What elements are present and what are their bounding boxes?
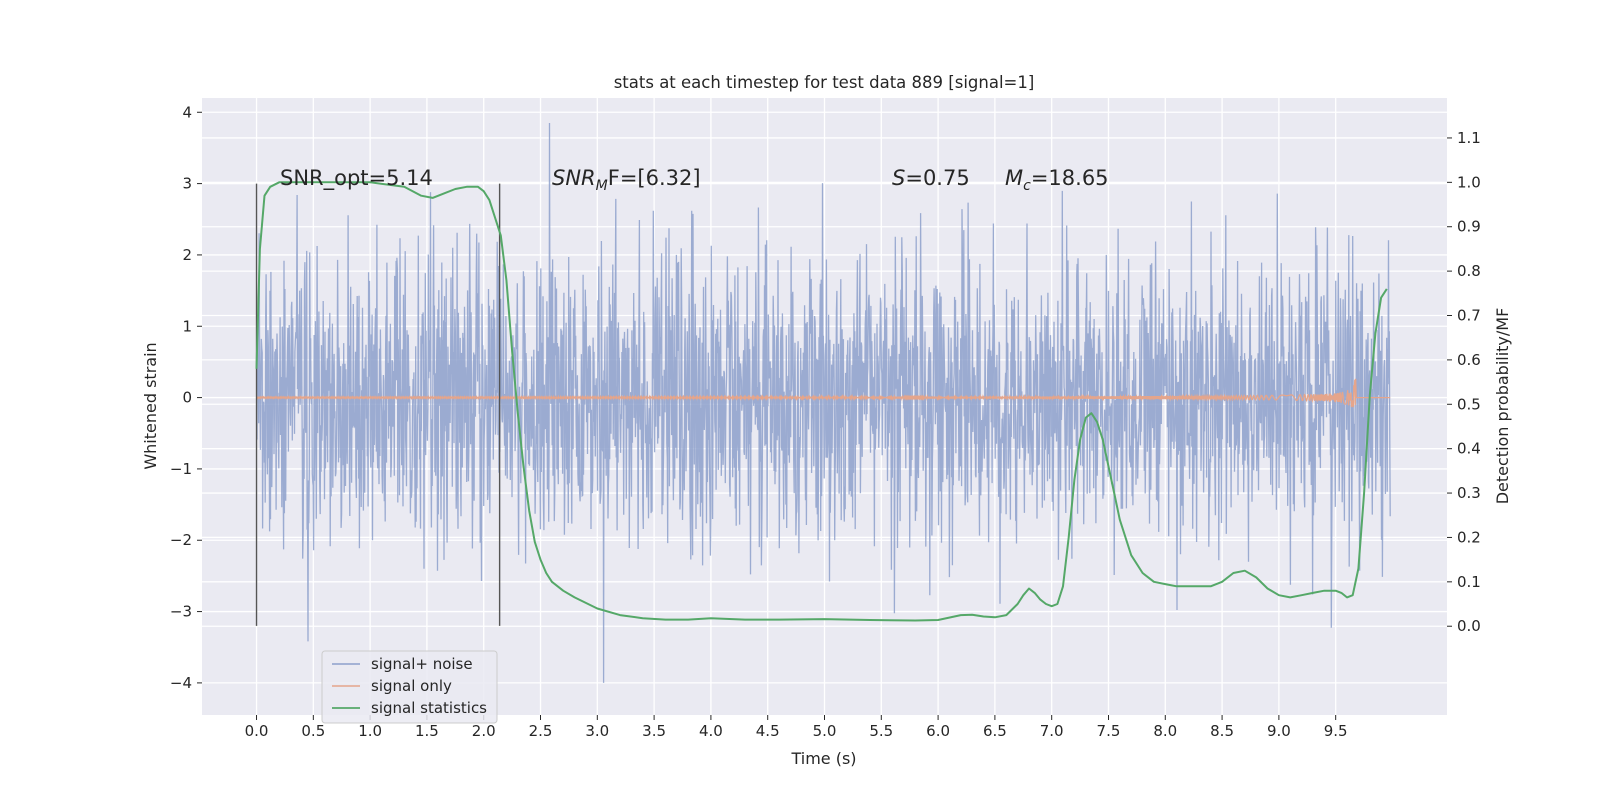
x-tick-label: 7.5	[1097, 722, 1121, 740]
mc-subscript: c	[1023, 178, 1031, 194]
y-right-tick-label: 0.3	[1457, 484, 1481, 502]
x-tick-label: 2.0	[472, 722, 496, 740]
statistics-line	[255, 181, 1388, 622]
x-tick-label: 3.5	[642, 722, 666, 740]
s-label: S	[892, 166, 905, 190]
x-tick-label: 0.5	[301, 722, 325, 740]
legend-label-noise: signal+ noise	[371, 655, 473, 673]
y-left-tick-label: 0	[182, 389, 192, 407]
snr-mf-subscript: M	[596, 178, 608, 194]
legend-label-stats: signal statistics	[371, 699, 487, 717]
y-right-tick-label: 1.1	[1457, 129, 1481, 147]
x-tick-label: 1.0	[358, 722, 382, 740]
x-tick-label: 7.0	[1040, 722, 1064, 740]
y-left-tick-label: 3	[182, 175, 192, 193]
y-axis-left-label: Whitened strain	[141, 342, 160, 469]
y-right-tick-label: 0.0	[1457, 617, 1481, 635]
noise-line	[255, 122, 1391, 683]
snr-mf-prefix: SNR	[552, 166, 596, 190]
annotation-snr-opt: SNR_opt=5.14	[280, 166, 433, 191]
legend-label-signal: signal only	[371, 677, 452, 695]
x-tick-label: 2.5	[529, 722, 553, 740]
y-right-tick-label: 0.2	[1457, 528, 1481, 546]
legend-box	[321, 650, 498, 724]
series-signal-statistics	[255, 181, 1388, 622]
x-axis-ticks: 0.0 0.5 1.0 1.5 2.0 2.5 3.0 3.5 4.0 4.5 5.0 5.5 6.0 6…	[245, 715, 1348, 740]
annotation-s: S=0.75	[892, 166, 970, 190]
x-tick-label: 4.5	[756, 722, 780, 740]
y-right-tick-label: 0.1	[1457, 573, 1481, 591]
y-left-tick-label: 1	[182, 317, 192, 335]
x-tick-label: 1.5	[415, 722, 439, 740]
mc-label: M	[1005, 166, 1023, 190]
annotation-mc: Mc=18.65	[1005, 166, 1109, 194]
x-tick-label: 4.0	[699, 722, 723, 740]
y-left-tick-label: 4	[182, 103, 192, 121]
y-left-tick-label: −3	[170, 603, 192, 621]
y-axis-right-label: Detection probability/MF	[1493, 308, 1512, 505]
y-axis-left-ticks: 4 3 2 1 0 −1 −2 −3 −4	[170, 103, 202, 692]
y-left-tick-label: −2	[170, 531, 192, 549]
x-tick-label: 8.5	[1210, 722, 1234, 740]
signal-line	[255, 378, 1391, 408]
y-right-tick-label: 0.5	[1457, 395, 1481, 413]
series-signal-noise	[255, 122, 1391, 683]
s-value: =0.75	[905, 166, 969, 190]
x-tick-label: 6.5	[983, 722, 1007, 740]
y-right-tick-label: 0.9	[1457, 218, 1481, 236]
x-tick-label: 5.5	[869, 722, 893, 740]
y-right-tick-label: 1.0	[1457, 173, 1481, 191]
x-tick-label: 0.0	[245, 722, 269, 740]
y-right-tick-label: 0.6	[1457, 351, 1481, 369]
y-left-tick-label: −1	[170, 460, 192, 478]
vertical-markers	[255, 183, 501, 626]
x-tick-label: 5.0	[813, 722, 837, 740]
mc-value: =18.65	[1031, 166, 1109, 190]
x-tick-label: 6.0	[926, 722, 950, 740]
x-axis-label: Time (s)	[790, 749, 856, 768]
y-left-tick-label: −4	[170, 674, 192, 692]
legend: signal+ noise signal only signal statist…	[321, 650, 498, 724]
x-tick-label: 9.5	[1324, 722, 1348, 740]
chart-title: stats at each timestep for test data 889…	[614, 73, 1035, 92]
x-tick-label: 9.0	[1267, 722, 1291, 740]
x-tick-label: 8.0	[1153, 722, 1177, 740]
series-signal-only	[255, 378, 1391, 408]
x-tick-label: 3.0	[585, 722, 609, 740]
y-right-tick-label: 0.8	[1457, 262, 1481, 280]
y-axis-right-ticks: 1.1 1.0 0.9 0.8 0.7 0.6 0.5 0.4 0.3 0.2 0.1 0.0	[1447, 129, 1481, 635]
y-left-tick-label: 2	[182, 246, 192, 264]
snr-mf-suffix: F=[6.32]	[608, 166, 701, 190]
y-right-tick-label: 0.4	[1457, 440, 1481, 458]
y-right-tick-label: 0.7	[1457, 307, 1481, 325]
annotation-snr-mf: SNRMF=[6.32]	[552, 166, 701, 194]
